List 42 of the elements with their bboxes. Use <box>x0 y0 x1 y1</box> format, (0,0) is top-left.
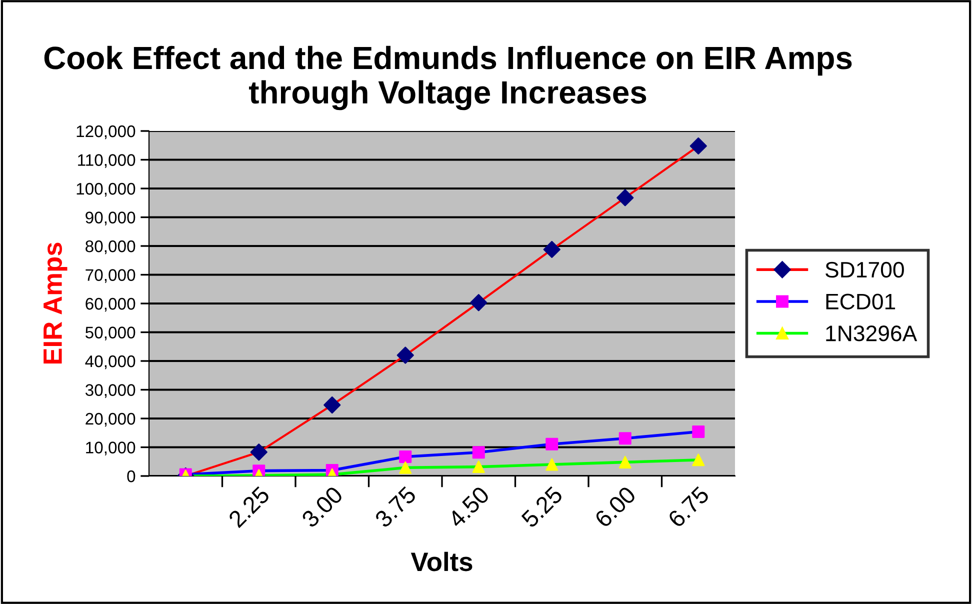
y-tick-label: 120,000 <box>76 125 136 140</box>
point <box>690 137 707 154</box>
point <box>472 460 485 474</box>
x-tick-label: 6.75 <box>667 485 710 528</box>
x-axis-title: Volts <box>410 552 472 572</box>
y-tick-label: 10,000 <box>86 442 136 456</box>
y-tick-label: 60,000 <box>86 298 136 312</box>
point <box>692 454 705 466</box>
chart-title: Cook Effect and the Edmunds Influence on EIR Amps through Voltage Increases <box>44 46 852 110</box>
point <box>618 456 632 468</box>
point <box>616 189 634 206</box>
point <box>396 346 414 364</box>
point <box>546 458 558 471</box>
x-tick-label: 6.00 <box>594 485 637 528</box>
x-tick-label: 4.50 <box>446 485 490 529</box>
y-tick-label: 50,000 <box>86 326 136 340</box>
y-tick-label: 0 <box>127 470 136 482</box>
legend-label: ECD01 <box>826 294 896 310</box>
point <box>399 450 412 463</box>
y-tick-label: 100,000 <box>76 182 136 197</box>
y-tick-label: 80,000 <box>86 240 136 254</box>
y-tick-label: 90,000 <box>86 212 136 226</box>
x-tick-label: 3.75 <box>374 485 417 528</box>
point <box>250 444 268 461</box>
point <box>692 425 705 438</box>
point <box>543 240 560 258</box>
y-axis-title: EIR Amps <box>44 242 68 364</box>
y-tick-label: 30,000 <box>85 384 136 398</box>
legend-label: SD1700 <box>826 262 904 278</box>
y-tick-label: 70,000 <box>86 269 136 283</box>
y-tick-label: 110,000 <box>78 154 136 168</box>
x-tick-label: 5.25 <box>520 485 564 528</box>
point <box>472 446 485 459</box>
point <box>546 438 558 450</box>
point <box>399 461 412 474</box>
legend-label: 1N3296A <box>826 326 918 342</box>
y-tick-label: 40,000 <box>85 355 136 370</box>
point <box>618 432 632 445</box>
y-tick-label: 20,000 <box>86 412 136 427</box>
point <box>470 294 488 312</box>
x-tick-label: 3.00 <box>300 485 344 528</box>
point <box>324 396 341 414</box>
